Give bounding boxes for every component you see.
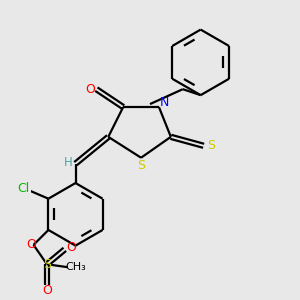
- Text: O: O: [85, 83, 95, 96]
- Text: Cl: Cl: [17, 182, 29, 195]
- Text: O: O: [66, 241, 76, 254]
- Text: O: O: [26, 238, 36, 251]
- Text: S: S: [137, 159, 145, 172]
- Text: N: N: [160, 96, 170, 109]
- Text: H: H: [64, 156, 72, 169]
- Text: S: S: [207, 139, 215, 152]
- Text: O: O: [42, 284, 52, 297]
- Text: CH₃: CH₃: [66, 262, 86, 272]
- Text: S: S: [43, 258, 51, 271]
